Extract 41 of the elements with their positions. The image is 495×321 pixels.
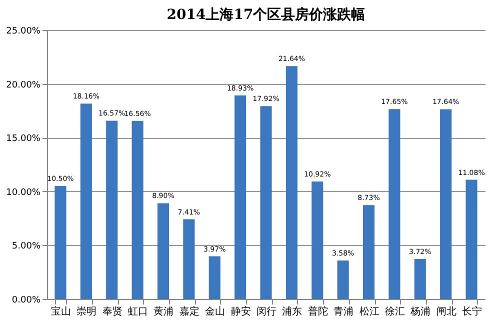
bar: [440, 109, 452, 299]
bar: [362, 205, 375, 299]
bar: [132, 120, 144, 299]
y-tick-label: 0.00%: [12, 296, 41, 306]
bar: [80, 104, 92, 299]
y-tick-label: 10.00%: [6, 188, 41, 198]
x-tick-label: 徐汇: [384, 306, 405, 318]
bar: [208, 256, 220, 299]
x-tick-label: 金山: [205, 306, 226, 318]
y-tick-label: 15.00%: [6, 134, 41, 144]
x-tick-label: 虹口: [128, 306, 148, 318]
bar: [414, 258, 426, 299]
x-tick-label: 普陀: [308, 306, 328, 318]
x-tick-label: 长宁: [462, 306, 482, 318]
bar: [183, 219, 195, 299]
bar: [157, 203, 170, 299]
bar: [337, 260, 349, 299]
x-tick-label: 奉贤: [102, 306, 122, 318]
bar: [234, 95, 246, 299]
bar: [388, 109, 400, 299]
x-tick-label: 青浦: [334, 306, 354, 318]
x-tick-label: 浦东: [282, 306, 302, 318]
bar: [54, 186, 66, 299]
x-tick-label: 闵行: [256, 306, 276, 318]
x-tick-label: 崇明: [76, 306, 97, 318]
x-tick-label: 闸北: [436, 306, 456, 318]
bar: [312, 182, 324, 299]
bar: [260, 106, 272, 299]
bar: [106, 120, 118, 299]
y-tick-label: 20.00%: [6, 80, 41, 90]
y-tick-label: 25.00%: [6, 26, 41, 36]
x-tick-label: 静安: [230, 306, 251, 318]
chart-title: 2014上海17个区县房价涨跌幅: [166, 6, 366, 23]
y-tick-label: 5.00%: [12, 242, 41, 252]
x-tick-label: 松江: [359, 306, 380, 318]
x-tick-label: 黄浦: [154, 306, 174, 318]
x-tick-label: 嘉定: [179, 306, 200, 318]
bar: [286, 66, 298, 299]
bar: [466, 180, 478, 299]
x-tick-label: 杨浦: [410, 306, 431, 318]
x-tick-label: 宝山: [50, 306, 71, 318]
